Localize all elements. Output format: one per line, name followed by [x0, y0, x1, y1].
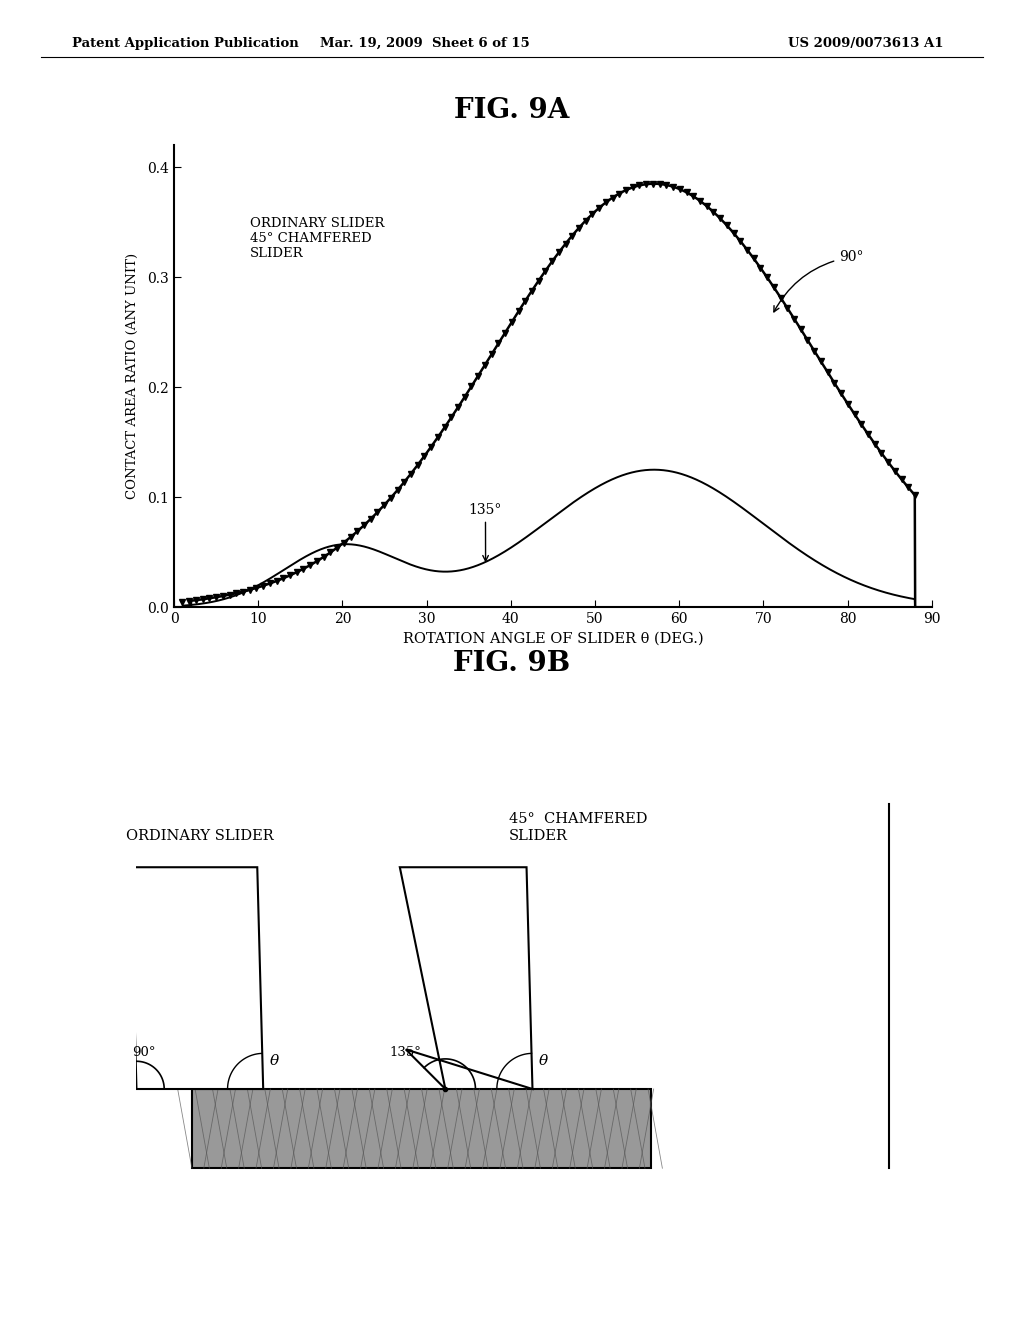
Text: θ: θ — [269, 1055, 279, 1068]
Text: FIG. 9A: FIG. 9A — [455, 98, 569, 124]
Text: Patent Application Publication: Patent Application Publication — [72, 37, 298, 50]
Text: Mar. 19, 2009  Sheet 6 of 15: Mar. 19, 2009 Sheet 6 of 15 — [321, 37, 529, 50]
X-axis label: ROTATION ANGLE OF SLIDER θ (DEG.): ROTATION ANGLE OF SLIDER θ (DEG.) — [402, 631, 703, 645]
Text: 90°: 90° — [774, 249, 863, 312]
Text: θ: θ — [539, 1055, 548, 1068]
Bar — [191, 1089, 651, 1168]
Text: 135°: 135° — [469, 503, 502, 561]
Text: 90°: 90° — [132, 1045, 156, 1059]
Text: ORDINARY SLIDER: ORDINARY SLIDER — [126, 829, 273, 842]
Text: 135°: 135° — [390, 1045, 422, 1059]
Text: ORDINARY SLIDER
45° CHAMFERED
SLIDER: ORDINARY SLIDER 45° CHAMFERED SLIDER — [250, 216, 384, 260]
Text: FIG. 9B: FIG. 9B — [454, 651, 570, 677]
Text: 45°  CHAMFERED
SLIDER: 45° CHAMFERED SLIDER — [509, 812, 647, 842]
Y-axis label: CONTACT AREA RATIO (ANY UNIT): CONTACT AREA RATIO (ANY UNIT) — [126, 253, 139, 499]
Polygon shape — [130, 867, 263, 1089]
Polygon shape — [399, 867, 532, 1089]
Text: US 2009/0073613 A1: US 2009/0073613 A1 — [788, 37, 944, 50]
